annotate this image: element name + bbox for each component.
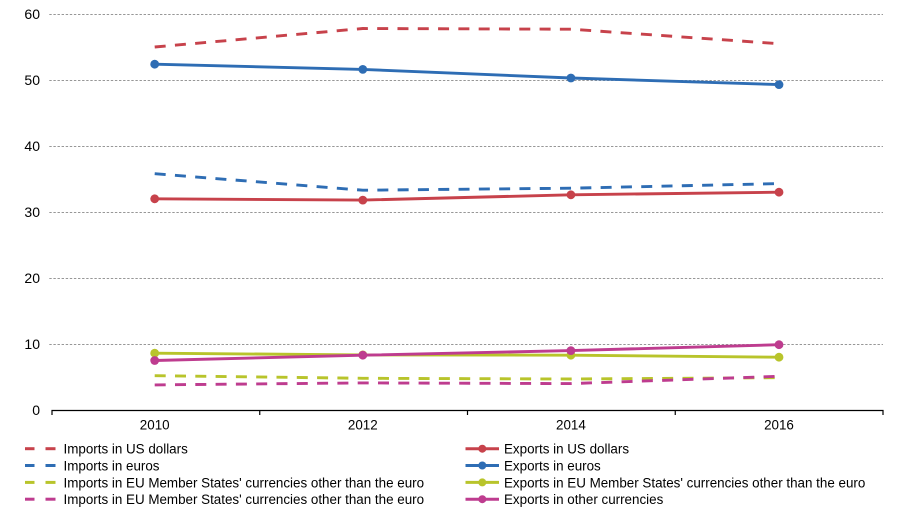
svg-text:Exports in euros: Exports in euros	[504, 459, 601, 474]
svg-text:Imports in EU Member States' c: Imports in EU Member States' currencies …	[64, 492, 425, 507]
svg-text:40: 40	[24, 138, 40, 154]
svg-text:Exports in US dollars: Exports in US dollars	[504, 442, 629, 457]
svg-text:Exports in other currencies: Exports in other currencies	[504, 492, 664, 507]
svg-text:60: 60	[24, 6, 40, 22]
svg-text:20: 20	[24, 270, 40, 286]
svg-text:Exports in EU Member States' c: Exports in EU Member States' currencies …	[504, 475, 865, 490]
svg-text:0: 0	[32, 402, 40, 418]
svg-text:Imports in EU Member States' c: Imports in EU Member States' currencies …	[64, 475, 425, 490]
svg-text:50: 50	[24, 72, 40, 88]
svg-text:2010: 2010	[140, 418, 170, 433]
svg-text:10: 10	[24, 336, 40, 352]
svg-text:2012: 2012	[348, 418, 378, 433]
svg-text:30: 30	[24, 204, 40, 220]
svg-text:Imports in US dollars: Imports in US dollars	[64, 442, 189, 457]
svg-text:2014: 2014	[556, 418, 586, 433]
svg-text:2016: 2016	[764, 418, 794, 433]
svg-text:Imports in euros: Imports in euros	[64, 459, 160, 474]
